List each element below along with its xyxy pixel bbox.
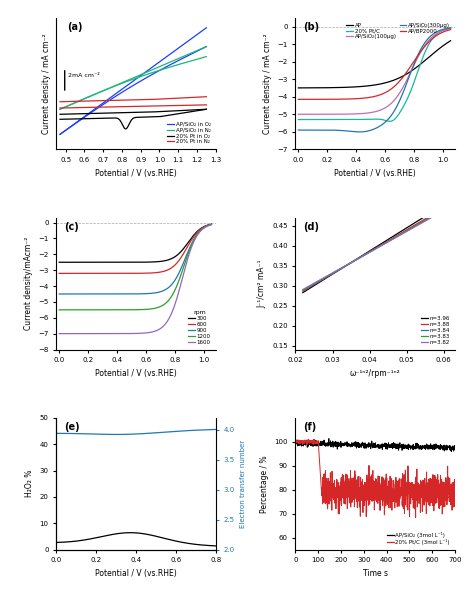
Legend: AP/SiO₂ (3mol L⁻¹), 20% Pt/C (3mol L⁻¹): AP/SiO₂ (3mol L⁻¹), 20% Pt/C (3mol L⁻¹) [385, 530, 452, 547]
Text: (f): (f) [303, 422, 317, 432]
Y-axis label: Electron transfer number: Electron transfer number [240, 440, 246, 528]
Y-axis label: J⁻¹/cm² mA⁻¹: J⁻¹/cm² mA⁻¹ [257, 259, 266, 308]
X-axis label: Potential / V (vs.RHE): Potential / V (vs.RHE) [95, 569, 177, 578]
Y-axis label: Current density/mAcm⁻²: Current density/mAcm⁻² [24, 237, 33, 330]
X-axis label: Potential / V (vs.RHE): Potential / V (vs.RHE) [95, 168, 177, 177]
X-axis label: ω⁻¹ⁿ²/rpm⁻¹ⁿ²: ω⁻¹ⁿ²/rpm⁻¹ⁿ² [350, 369, 401, 378]
Legend: 300, 600, 900, 1200, 1600: 300, 600, 900, 1200, 1600 [186, 308, 213, 347]
Text: (d): (d) [303, 222, 319, 232]
X-axis label: Potential / V (vs.RHE): Potential / V (vs.RHE) [334, 168, 416, 177]
Legend: n=3.96, n=3.88, n=3.84, n=3.83, n=3.82: n=3.96, n=3.88, n=3.84, n=3.83, n=3.82 [419, 314, 452, 347]
Text: (b): (b) [303, 22, 319, 32]
Legend: AP, 20% Pt/C, AP/SiO₂(100μg), AP/SiO₂(300μg), AP/BP2000: AP, 20% Pt/C, AP/SiO₂(100μg), AP/SiO₂(30… [344, 21, 452, 41]
Text: (c): (c) [64, 222, 79, 232]
Y-axis label: Percentage / %: Percentage / % [260, 455, 269, 512]
Text: (e): (e) [64, 422, 80, 432]
Legend: AP/SiO₂ in O₂, AP/SiO₂ in N₂, 20% Pt in O₂, 20% Pt in N₂: AP/SiO₂ in O₂, AP/SiO₂ in N₂, 20% Pt in … [165, 119, 213, 147]
Y-axis label: H₂O₂ %: H₂O₂ % [25, 470, 34, 498]
X-axis label: Potential / V (vs.RHE): Potential / V (vs.RHE) [95, 369, 177, 378]
Text: (a): (a) [68, 22, 83, 32]
Y-axis label: Current density / mA cm⁻²: Current density / mA cm⁻² [42, 33, 51, 134]
X-axis label: Time s: Time s [363, 569, 388, 578]
Y-axis label: Current density / mA cm⁻²: Current density / mA cm⁻² [263, 33, 272, 134]
Text: 2mA cm⁻²: 2mA cm⁻² [68, 73, 100, 78]
